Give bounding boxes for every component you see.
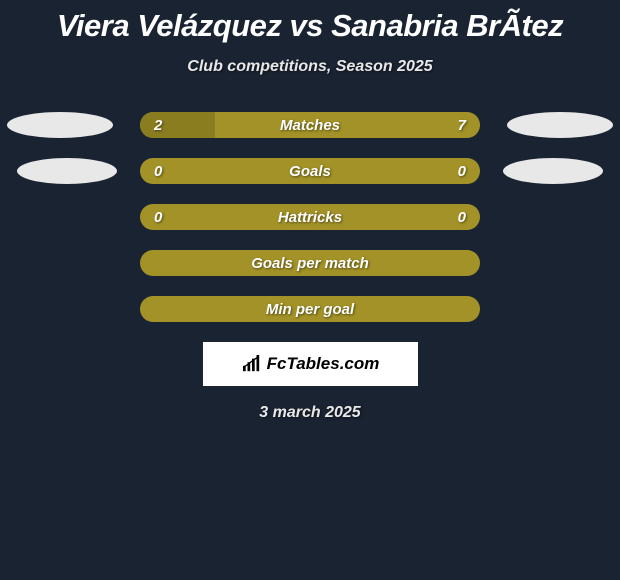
stat-label: Hattricks xyxy=(140,209,480,226)
stat-label: Goals per match xyxy=(140,255,480,272)
date-label: 3 march 2025 xyxy=(0,404,620,422)
stat-bar-hattricks: 0 Hattricks 0 xyxy=(140,204,480,230)
stat-label: Goals xyxy=(140,163,480,180)
subtitle: Club competitions, Season 2025 xyxy=(0,58,620,76)
stats-container: 2 Matches 7 0 Goals 0 0 Hattricks 0 Goal… xyxy=(0,112,620,322)
stat-label: Min per goal xyxy=(140,301,480,318)
stat-bar-matches: 2 Matches 7 xyxy=(140,112,480,138)
chart-icon xyxy=(241,355,263,373)
stat-bar-gpm: Goals per match xyxy=(140,250,480,276)
team-badge-right xyxy=(507,112,613,138)
team-badge-left xyxy=(17,158,117,184)
logo-text: FcTables.com xyxy=(267,354,380,374)
stat-row: Min per goal xyxy=(0,296,620,322)
page-title: Viera Velázquez vs Sanabria BrÃ­tez xyxy=(0,0,620,44)
team-badge-right xyxy=(503,158,603,184)
stat-bar-mpg: Min per goal xyxy=(140,296,480,322)
stat-row: 0 Hattricks 0 xyxy=(0,204,620,230)
stat-row: 2 Matches 7 xyxy=(0,112,620,138)
team-badge-left xyxy=(7,112,113,138)
stat-bar-goals: 0 Goals 0 xyxy=(140,158,480,184)
stat-row: Goals per match xyxy=(0,250,620,276)
source-logo: FcTables.com xyxy=(203,342,418,386)
stat-row: 0 Goals 0 xyxy=(0,158,620,184)
stat-label: Matches xyxy=(140,117,480,134)
